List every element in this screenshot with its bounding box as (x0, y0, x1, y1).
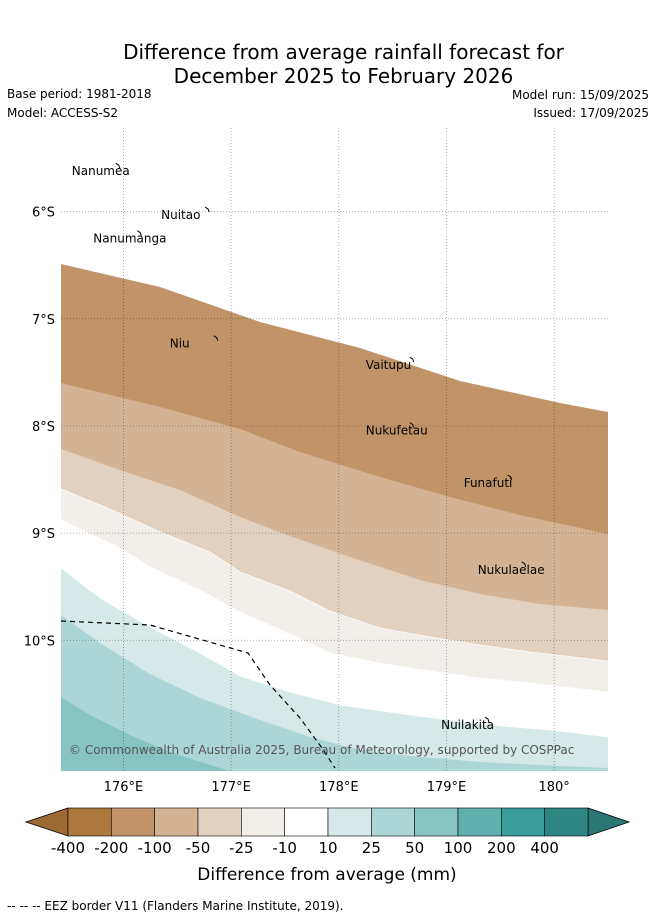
colorbar-tick-label: 10 (318, 839, 337, 857)
colorbar-tick-label: -10 (272, 839, 297, 857)
colorbar-tick-label: -400 (51, 839, 85, 857)
colorbar-swatch (111, 807, 155, 837)
place-label: Nanumanga (93, 232, 166, 246)
eez-footnote: -- -- -- EEZ border V11 (Flanders Marine… (7, 899, 344, 913)
colorbar-tick-label: 200 (487, 839, 516, 857)
place-label: Niu (170, 337, 190, 351)
lat-tick-label: 10°S (24, 634, 55, 649)
model-run: Model run: 15/09/2025 (511, 88, 649, 102)
copyright-notice: © Commonwealth of Australia 2025, Bureau… (69, 743, 574, 757)
lon-tick-label: 180° (538, 780, 569, 795)
island-outline (115, 162, 121, 169)
colorbar-tick-label: 50 (405, 839, 424, 857)
colorbar-swatch (414, 807, 459, 837)
graticule (61, 128, 608, 771)
colorbar-swatch (544, 807, 589, 837)
colorbar-extend-low (24, 807, 69, 837)
lon-tick-label: 178°E (319, 780, 359, 795)
island-outline (409, 356, 415, 363)
axis-labels: 176°E 177°E 178°E 179°E 180° 6°S 7°S 8°S 9°S 10°S (24, 206, 570, 795)
lat-tick-label: 6°S (32, 206, 55, 221)
island-outline (521, 561, 527, 567)
colorbar: -400 -200 -100 -50 -25 -10 10 25 50 100 200 400 (24, 807, 631, 857)
colorbar-swatch (284, 807, 329, 837)
colorbar-tick-label: 25 (362, 839, 381, 857)
rainfall-zones (61, 264, 608, 771)
colorbar-swatch (67, 807, 112, 837)
model-name: Model: ACCESS-S2 (7, 106, 119, 120)
title-line-1: Difference from average rainfall forecas… (123, 40, 564, 64)
island-outline (484, 716, 490, 723)
map-title: Difference from average rainfall forecas… (0, 40, 655, 88)
colorbar-tick-label: -50 (186, 839, 211, 857)
island-outline (137, 230, 142, 236)
place-label: Nanumea (72, 164, 130, 178)
zone-plus-25 (61, 615, 608, 771)
lat-tick-label: 8°S (32, 420, 55, 435)
rainfall-map: Nanumea Nuitao Nanumanga Niu Vaitupu Nukufeta… (61, 128, 608, 771)
island-outline (213, 335, 219, 341)
lon-tick-label: 176°E (104, 780, 144, 795)
lat-tick-label: 9°S (32, 527, 55, 542)
eez-border (61, 620, 336, 769)
place-labels: Nanumea Nuitao Nanumanga Niu Vaitupu Nukufeta… (72, 162, 545, 732)
place-label: Vaitupu (366, 358, 412, 372)
colorbar-tick-label: -25 (229, 839, 254, 857)
place-label: Nukulaelae (478, 563, 545, 577)
lon-tick-label: 177°E (211, 780, 251, 795)
zone-edges (61, 488, 608, 738)
colorbar-swatch (371, 807, 415, 837)
lon-tick-label: 179°E (427, 780, 467, 795)
colorbar-tick-label: -100 (138, 839, 172, 857)
issued-date: Issued: 17/09/2025 (533, 106, 649, 120)
place-label: Nukufetau (366, 423, 428, 437)
place-label: Nuitao (161, 208, 200, 222)
place-label: Nuilakita (441, 718, 494, 732)
base-period: Base period: 1981-2018 (7, 87, 152, 101)
lat-tick-label: 7°S (32, 313, 55, 328)
colorbar-extend-high (587, 807, 631, 837)
colorbar-swatch (501, 807, 545, 837)
zone-plus-50 (61, 697, 230, 771)
colorbar-tick-label: 400 (530, 839, 559, 857)
colorbar-swatch (241, 807, 285, 837)
colorbar-tick-label: -200 (94, 839, 128, 857)
title-line-2: December 2025 to February 2026 (173, 64, 514, 88)
colorbar-swatch (154, 807, 199, 837)
island-outline (204, 206, 210, 213)
colorbar-swatch (197, 807, 242, 837)
island-outline (507, 474, 513, 481)
colorbar-swatch (457, 807, 502, 837)
colorbar-tick-label: 100 (444, 839, 473, 857)
colorbar-swatch (327, 807, 372, 837)
island-outline (409, 422, 415, 428)
colorbar-label: Difference from average (mm) (197, 865, 456, 885)
place-label: Funafuti (464, 476, 513, 490)
